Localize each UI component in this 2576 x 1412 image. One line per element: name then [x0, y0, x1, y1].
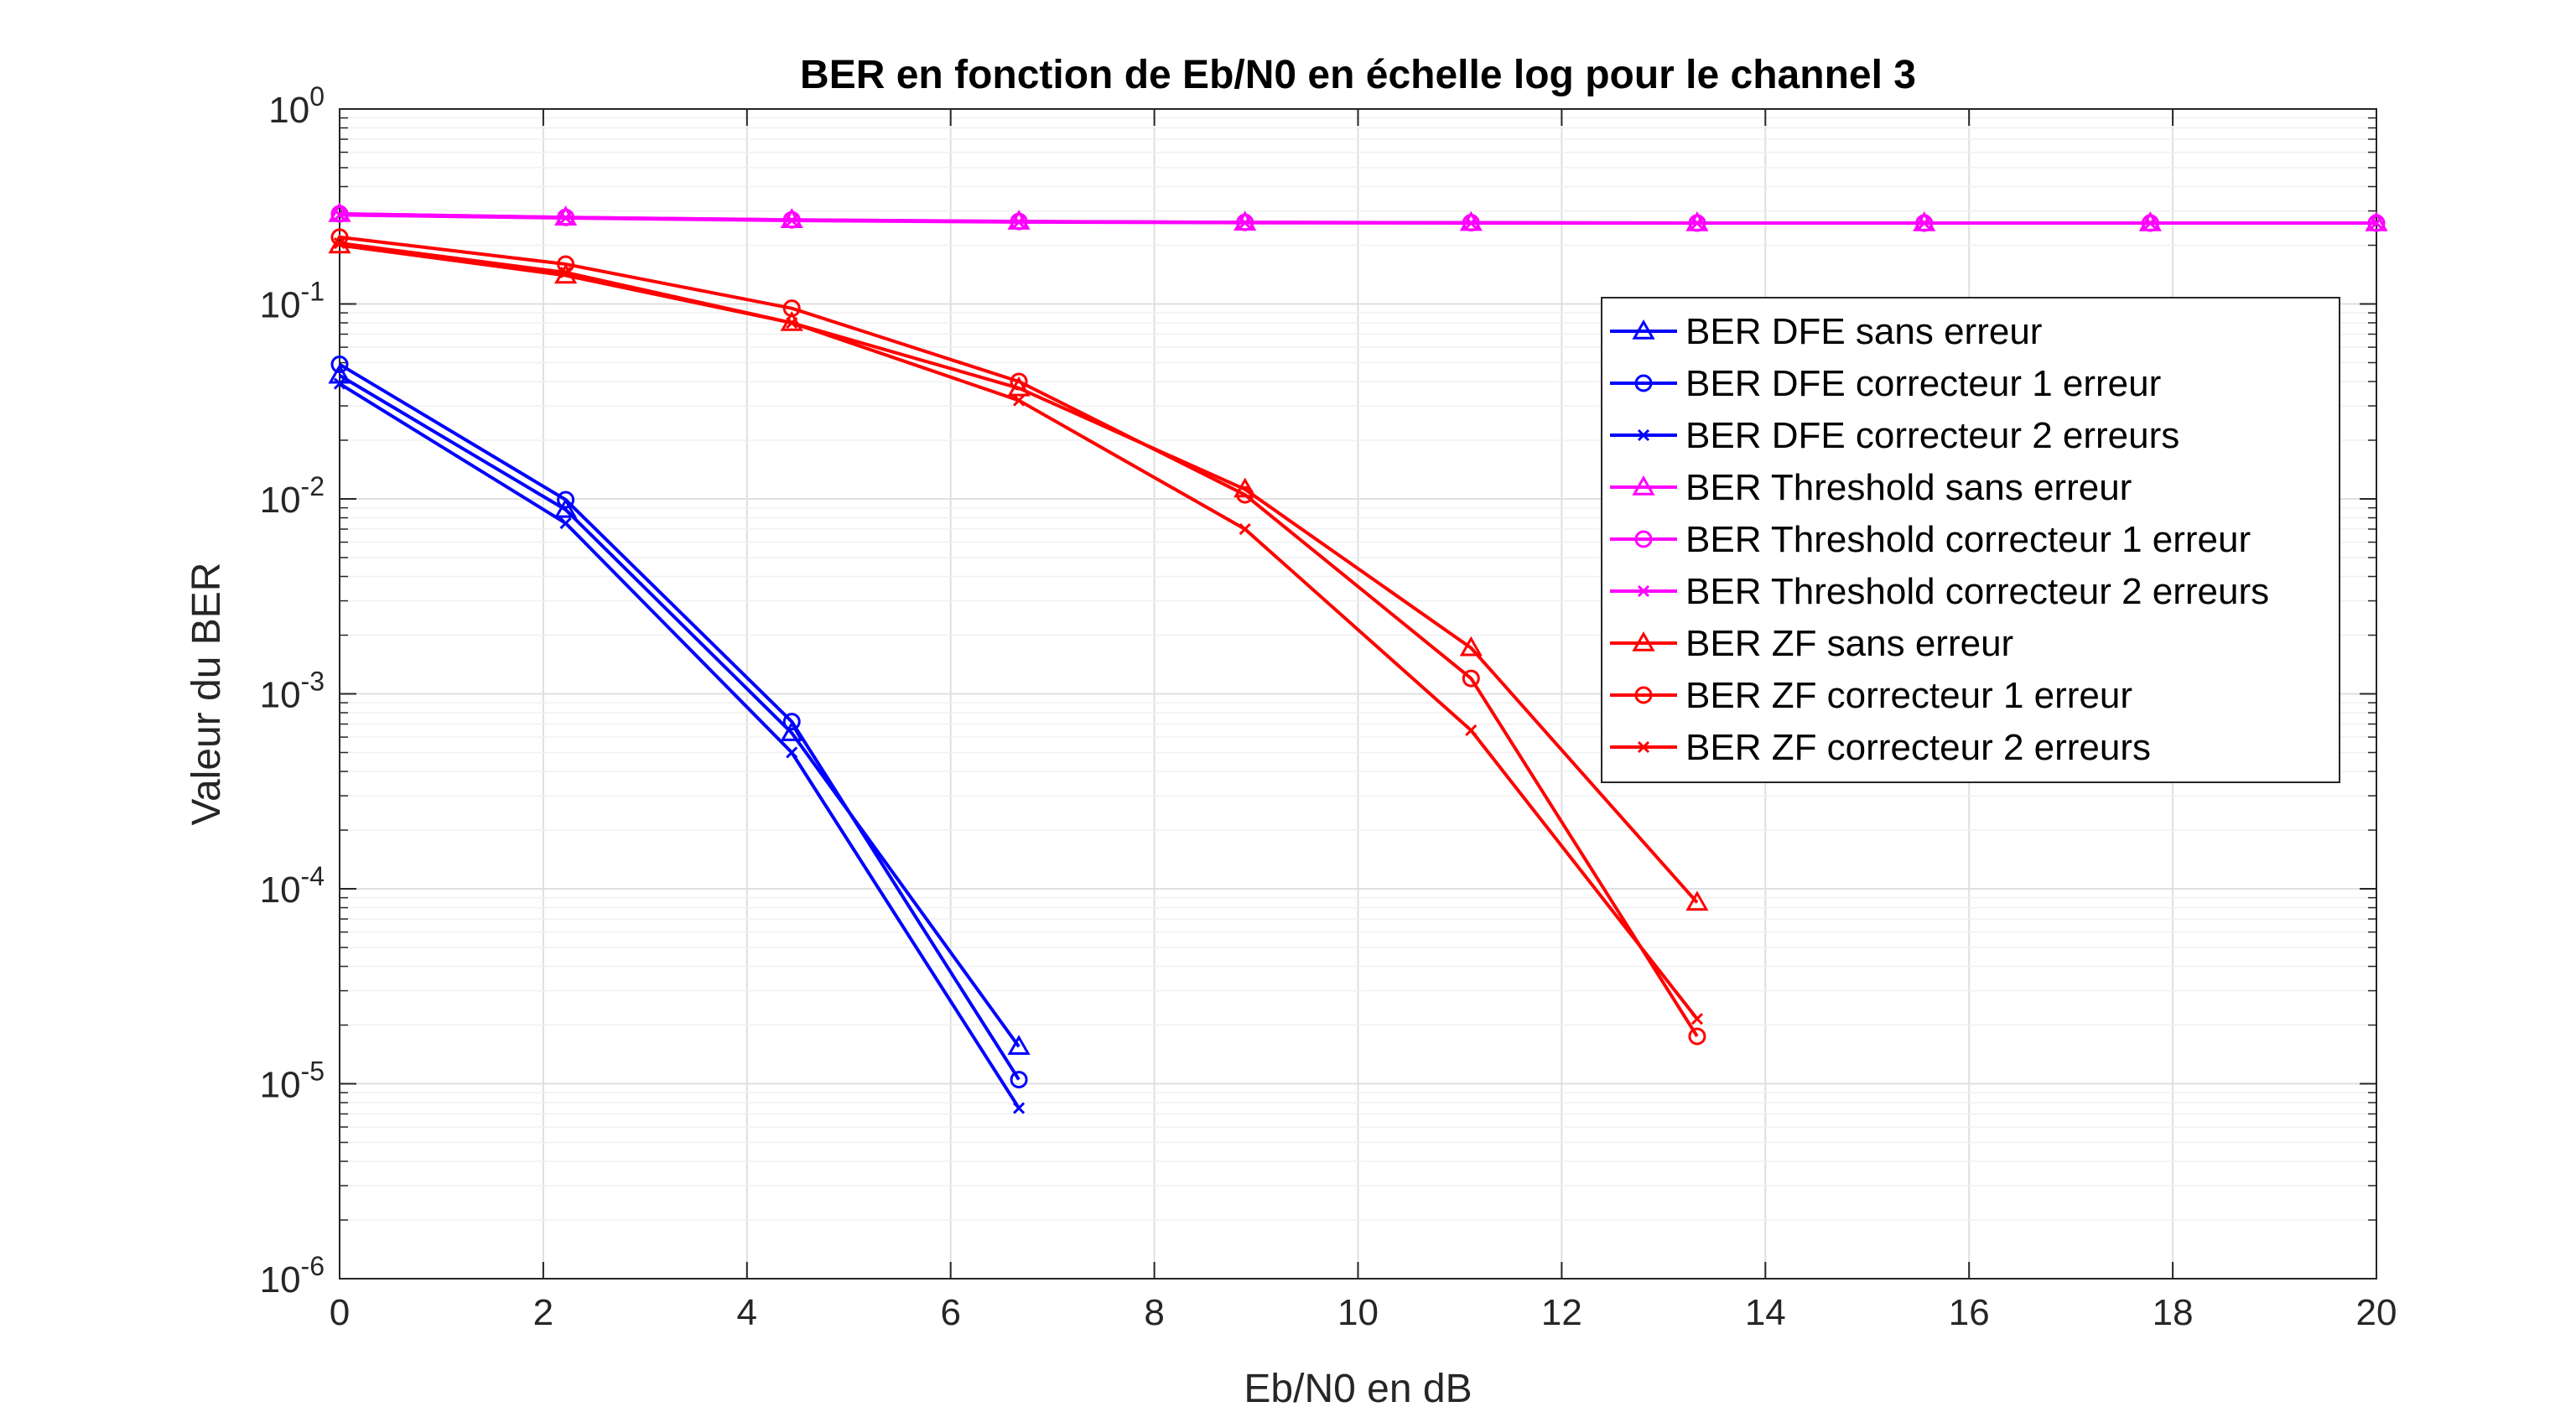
y-tick-label: 10-4 [260, 861, 325, 911]
legend-entry: BER ZF correcteur 2 erreurs [1610, 727, 2151, 768]
data-point [1239, 522, 1251, 536]
legend-label: BER ZF sans erreur [1685, 623, 2013, 664]
y-tick-label: 10-5 [260, 1056, 325, 1106]
data-point [1634, 686, 1653, 704]
data-point [1690, 216, 1703, 230]
x-axis-label: Eb/N0 en dB [1244, 1367, 1472, 1411]
x-tick-label: 2 [533, 1292, 553, 1333]
data-point [559, 211, 572, 225]
x-tick-label: 20 [2356, 1292, 2397, 1333]
legend-label: BER Threshold correcteur 2 erreurs [1685, 571, 2269, 612]
data-point [1462, 669, 1480, 688]
x-tick-label: 10 [1337, 1292, 1379, 1333]
series-group [333, 377, 1026, 1114]
legend-label: BER DFE sans erreur [1685, 311, 2042, 352]
data-point [1465, 724, 1478, 737]
data-point [557, 491, 575, 509]
legend-entry: BER DFE correcteur 2 erreurs [1610, 415, 2179, 456]
series-line [339, 235, 1699, 1038]
legend-entry: BER ZF correcteur 1 erreur [1610, 675, 2132, 716]
y-tick-label: 10-3 [260, 667, 325, 716]
legend-box [1601, 297, 2340, 783]
data-point [1239, 216, 1251, 229]
series-line [338, 362, 1021, 1081]
legend-label: BER ZF correcteur 2 erreurs [1685, 727, 2151, 768]
data-point [559, 517, 572, 530]
data-point [1236, 485, 1254, 504]
series-lines [328, 201, 2388, 1114]
data-point [782, 299, 801, 318]
data-point [1465, 216, 1478, 230]
legend-entry: BER Threshold correcteur 1 erreur [1610, 519, 2251, 560]
x-tick-label: 4 [737, 1292, 757, 1333]
data-point [333, 236, 346, 250]
legend-label: BER Threshold correcteur 1 erreur [1685, 519, 2251, 560]
chart-title: BER en fonction de Eb/N0 en échelle log … [800, 53, 1916, 97]
data-point [786, 746, 798, 759]
data-point [786, 214, 798, 227]
y-tick-label: 100 [268, 81, 325, 131]
data-point [1637, 584, 1650, 598]
legend-entry: BER DFE sans erreur [1610, 311, 2042, 352]
x-tick-label: 6 [940, 1292, 960, 1333]
data-point [1013, 1102, 1026, 1114]
data-point [1634, 530, 1653, 548]
data-point [1632, 475, 1655, 496]
y-tick-label: 10-1 [260, 277, 325, 326]
data-point [1459, 636, 1483, 657]
series-group [333, 209, 2383, 230]
legend-label: BER ZF correcteur 1 erreur [1685, 675, 2132, 716]
data-point [1010, 1071, 1028, 1089]
data-point [1637, 428, 1650, 442]
y-tick-label: 10-2 [260, 471, 325, 521]
legend-entry: BER Threshold sans erreur [1610, 467, 2132, 508]
legend-label: BER DFE correcteur 1 erreur [1685, 363, 2161, 404]
data-point [330, 356, 349, 374]
x-tick-label: 12 [1541, 1292, 1582, 1333]
data-point [1632, 319, 1655, 340]
data-point [1013, 394, 1026, 407]
data-point [1632, 631, 1655, 651]
series-group [333, 236, 1703, 1025]
legend-entry: BER DFE correcteur 1 erreur [1610, 363, 2161, 404]
legend-entry: BER Threshold correcteur 2 erreurs [1610, 571, 2269, 612]
legend-entry: BER ZF sans erreur [1610, 623, 2013, 664]
data-point [1637, 740, 1650, 754]
ticks: 0 2 4 6 8 10 12 14 16 18 20 100 10-1 10-2 10-3 10-4 10-5… [260, 81, 2397, 1333]
series-line [338, 382, 1021, 1109]
data-point [1013, 215, 1026, 228]
data-point [782, 713, 801, 731]
data-point [559, 266, 572, 279]
y-tick-label: 10-6 [260, 1251, 325, 1300]
data-point [333, 377, 346, 390]
series-line [339, 213, 2376, 226]
data-point [1918, 216, 1930, 230]
x-tick-label: 16 [1949, 1292, 1990, 1333]
y-axis-label: Valeur du BER [184, 563, 229, 826]
x-tick-label: 14 [1745, 1292, 1786, 1333]
x-tick-label: 0 [330, 1292, 350, 1333]
data-point [333, 209, 346, 221]
data-point [1010, 372, 1028, 391]
legend-label: BER DFE correcteur 2 erreurs [1685, 415, 2179, 456]
data-point [1685, 890, 1709, 911]
data-point [1634, 374, 1653, 392]
series-line [338, 373, 1021, 1048]
data-point [1688, 1027, 1706, 1046]
legend-label: BER Threshold sans erreur [1685, 467, 2132, 508]
data-point [2144, 216, 2157, 230]
data-point [1007, 1035, 1031, 1055]
series-group [330, 356, 1028, 1089]
data-point [1690, 1013, 1703, 1025]
data-point [786, 316, 798, 330]
data-point [2370, 216, 2383, 230]
legend: BER DFE sans erreur BER DFE correcteur 1 … [1601, 297, 2340, 783]
data-point [554, 497, 578, 518]
x-tick-label: 18 [2153, 1292, 2194, 1333]
x-tick-label: 8 [1144, 1292, 1164, 1333]
